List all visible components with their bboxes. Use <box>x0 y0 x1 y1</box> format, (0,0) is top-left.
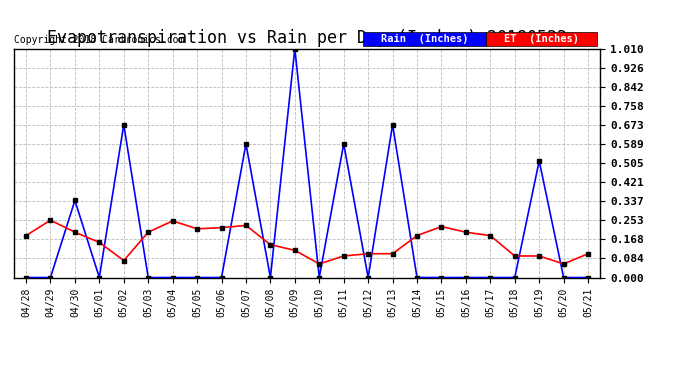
Title: Evapotranspiration vs Rain per Day (Inches) 20180522: Evapotranspiration vs Rain per Day (Inch… <box>47 29 567 47</box>
Text: ET  (Inches): ET (Inches) <box>504 34 579 44</box>
FancyBboxPatch shape <box>486 32 598 46</box>
Text: Rain  (Inches): Rain (Inches) <box>381 34 468 44</box>
Text: Copyright 2018 Cartronics.com: Copyright 2018 Cartronics.com <box>14 35 184 45</box>
FancyBboxPatch shape <box>363 32 486 46</box>
